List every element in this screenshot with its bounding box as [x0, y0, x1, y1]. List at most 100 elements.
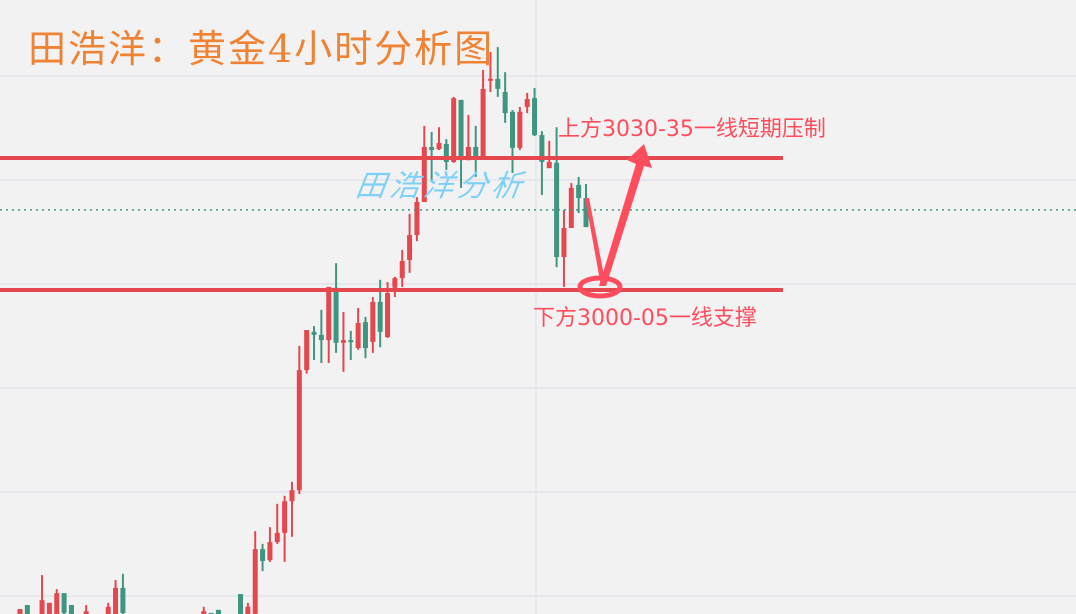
candle-body: [61, 593, 67, 613]
candle: [524, 92, 530, 114]
candle: [414, 197, 420, 242]
candle-body: [260, 549, 266, 562]
level-lines: [0, 156, 783, 292]
candle-body: [208, 612, 214, 614]
candle: [436, 127, 442, 151]
candle-body: [583, 198, 589, 228]
candle-body: [17, 609, 23, 614]
candle-body: [68, 605, 74, 614]
candle: [473, 125, 479, 177]
candle: [17, 609, 23, 614]
candle-body: [458, 99, 464, 161]
candle-body: [414, 202, 420, 235]
candle: [333, 263, 339, 353]
candle-body: [421, 147, 427, 202]
annotations: [577, 144, 652, 299]
candle-body: [502, 92, 508, 114]
candle-body: [333, 287, 339, 343]
candle-body: [238, 594, 244, 614]
candle-body: [576, 184, 582, 199]
candle-body: [532, 98, 538, 136]
candle: [546, 140, 552, 169]
candles: [17, 47, 589, 614]
candle-body: [443, 143, 449, 162]
candle-body: [304, 330, 310, 371]
candle: [495, 47, 501, 97]
candle: [451, 96, 457, 163]
candle-body: [120, 587, 126, 613]
candle: [24, 605, 30, 614]
candle-body: [355, 323, 361, 349]
candle-body: [282, 501, 288, 533]
candle-body: [554, 162, 560, 257]
candle: [46, 602, 52, 614]
candle: [421, 125, 427, 202]
candle-body: [215, 609, 221, 614]
candle: [245, 602, 251, 614]
candle: [568, 183, 574, 228]
candle: [561, 209, 567, 287]
chart-title: 田浩洋：黄金4小时分析图: [28, 27, 494, 71]
candle-body: [83, 611, 89, 614]
candle-body: [274, 532, 280, 543]
candle: [61, 593, 67, 614]
candle-body: [39, 600, 45, 614]
candle: [311, 326, 317, 360]
candle: [458, 99, 464, 188]
candle-body: [252, 549, 258, 614]
candle-body: [311, 331, 317, 335]
candle: [392, 276, 398, 298]
candle-body: [385, 293, 391, 338]
candle: [289, 481, 295, 537]
candle-body: [113, 587, 119, 614]
candle: [465, 114, 471, 161]
candle: [83, 605, 89, 614]
candle: [509, 110, 515, 173]
candle: [480, 70, 486, 158]
candle-body: [568, 187, 574, 228]
candle: [407, 213, 413, 273]
candle-body: [245, 606, 251, 614]
candle: [260, 543, 266, 572]
candle-body: [377, 301, 383, 332]
support-label: 下方3000-05一线支撑: [533, 306, 757, 331]
candle: [576, 176, 582, 213]
candle: [399, 249, 405, 287]
candle: [282, 495, 288, 562]
candle-body: [546, 161, 552, 169]
candle-body: [54, 593, 60, 614]
support-ellipse: [577, 275, 623, 299]
candle: [583, 183, 589, 228]
candle-body: [362, 322, 368, 349]
candle: [105, 602, 111, 614]
candle-body: [296, 370, 302, 491]
arrow-down-stroke: [585, 198, 606, 286]
candle: [517, 106, 523, 151]
candle: [252, 531, 258, 614]
candle: [326, 286, 332, 364]
candle: [340, 312, 346, 372]
watermark: 田浩洋分析: [353, 169, 528, 204]
candle-body: [326, 286, 332, 341]
candle: [304, 330, 310, 374]
candle-body: [465, 147, 471, 161]
candle-body: [524, 99, 530, 107]
candle: [318, 309, 324, 364]
candle-body: [451, 98, 457, 162]
candle-body: [105, 606, 111, 614]
candle-body: [407, 235, 413, 261]
candle-body: [46, 602, 52, 614]
candle-body: [495, 78, 501, 89]
candle-body: [509, 111, 515, 148]
candle: [362, 316, 368, 359]
candle-body: [348, 340, 354, 343]
candle-body: [340, 340, 346, 343]
candle: [443, 139, 449, 170]
arrow-up-icon: [599, 144, 652, 286]
candle-body: [487, 78, 493, 81]
candle: [487, 51, 493, 92]
candle: [274, 503, 280, 544]
candle-body: [480, 88, 486, 158]
